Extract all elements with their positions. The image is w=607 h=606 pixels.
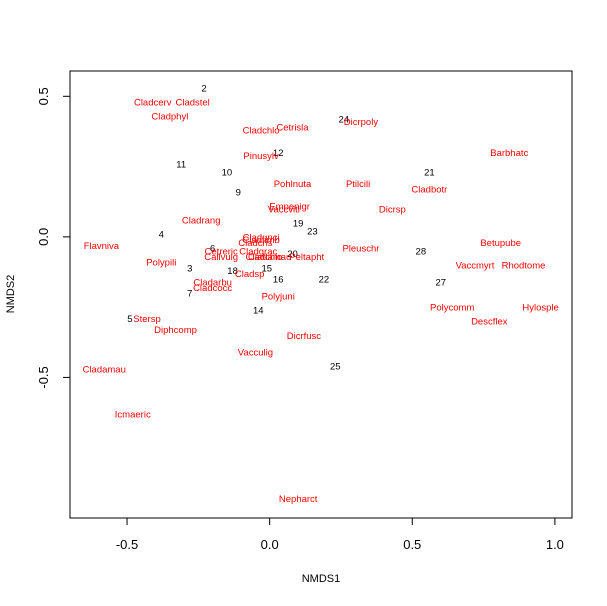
site-label: 4 bbox=[159, 230, 164, 241]
species-label: Cladcris bbox=[238, 238, 273, 249]
site-label: 9 bbox=[236, 187, 241, 198]
site-label: 21 bbox=[424, 168, 435, 179]
species-label: Cladunci bbox=[243, 232, 280, 243]
species-label: Pleuschr bbox=[342, 244, 379, 255]
species-label: Cladphyl bbox=[151, 111, 188, 122]
plot-frame bbox=[69, 70, 573, 519]
site-label: 3 bbox=[187, 263, 192, 274]
species-label: Cetrisla bbox=[276, 123, 309, 134]
x-tick-label: -0.5 bbox=[116, 537, 138, 552]
species-label: Betupube bbox=[480, 238, 521, 249]
species-label: Cladcerv bbox=[134, 97, 172, 108]
species-label: Cladamau bbox=[83, 365, 126, 376]
y-axis-label: NMDS2 bbox=[5, 275, 17, 314]
species-label: Cladarbu bbox=[193, 277, 232, 288]
species-label: Dicrpoly bbox=[344, 117, 379, 128]
species-label: Pinusylv bbox=[243, 151, 279, 162]
species-label: Cladamau bbox=[248, 252, 291, 263]
species-label: Nepharct bbox=[279, 494, 318, 505]
species-label: Hylosple bbox=[522, 303, 558, 314]
site-label: 28 bbox=[416, 246, 427, 257]
species-label: Cladrang bbox=[182, 216, 221, 227]
species-label: Peltapht bbox=[289, 252, 324, 263]
species-label: Icmaeric bbox=[115, 409, 151, 420]
y-tick-label: 0.0 bbox=[36, 228, 51, 246]
species-label: Cladbotr bbox=[411, 185, 447, 196]
site-label: 15 bbox=[262, 263, 273, 274]
species-label: Polycomm bbox=[430, 303, 474, 314]
site-label: 2 bbox=[201, 83, 206, 94]
species-label: Dicrsp bbox=[379, 204, 406, 215]
x-axis: -0.5 0.0 0.5 1.0 bbox=[116, 518, 564, 552]
species-label: Empenigr bbox=[269, 201, 310, 212]
species-label: Vacculig bbox=[238, 348, 273, 359]
site-label: 20 bbox=[287, 249, 298, 260]
species-label: Vaccmyrt bbox=[456, 260, 495, 271]
site-label: 5 bbox=[127, 314, 132, 325]
site-label: 18 bbox=[227, 266, 238, 277]
species-label: Pohlnuta bbox=[274, 179, 312, 190]
species-label: Callvulg bbox=[204, 252, 238, 263]
y-axis: -0.5 0.0 0.5 bbox=[36, 87, 70, 389]
y-tick-label: -0.5 bbox=[36, 366, 51, 388]
species-label: Cetreric bbox=[205, 246, 239, 257]
species-label: Stersp bbox=[133, 314, 160, 325]
site-label: 23 bbox=[307, 227, 318, 238]
species-label: Cladcocc bbox=[193, 283, 232, 294]
species-label: Flavniva bbox=[84, 241, 120, 252]
species-label: Ptilcili bbox=[346, 179, 370, 190]
site-label: 16 bbox=[273, 275, 284, 286]
x-tick-label: 0.5 bbox=[403, 537, 421, 552]
species-label: Cladchlo bbox=[243, 126, 280, 137]
x-tick-label: 1.0 bbox=[546, 537, 564, 552]
species-label: Cladsp bbox=[235, 269, 265, 280]
species-label: Polyjuni bbox=[262, 291, 295, 302]
site-label: 10 bbox=[222, 168, 233, 179]
species-label: Descflex bbox=[471, 317, 508, 328]
species-label: Polypili bbox=[146, 258, 176, 269]
species-label: Cladfimb bbox=[242, 235, 280, 246]
site-label: 12 bbox=[273, 148, 284, 159]
x-tick-label: 0.0 bbox=[261, 537, 279, 552]
site-label: 19 bbox=[293, 218, 304, 229]
species-label: Rhodtome bbox=[502, 260, 546, 271]
species-label: Diphcomp bbox=[154, 325, 197, 336]
site-label: 24 bbox=[339, 114, 350, 125]
site-label: 6 bbox=[210, 244, 215, 255]
species-label: Cladstel bbox=[175, 97, 209, 108]
x-axis-label: NMDS1 bbox=[302, 573, 341, 585]
site-label: 25 bbox=[330, 362, 341, 373]
species-label: Cladgrac bbox=[239, 246, 277, 257]
site-label: 7 bbox=[187, 289, 192, 300]
site-label: 22 bbox=[319, 275, 330, 286]
y-tick-label: 0.5 bbox=[36, 87, 51, 105]
species-label: Vaccviti bbox=[268, 204, 300, 215]
site-label: 14 bbox=[253, 305, 264, 316]
species-label: Barbhatc bbox=[490, 148, 528, 159]
species-label: Dicrfusc bbox=[287, 331, 322, 342]
species-label: Cladchlo bbox=[245, 252, 282, 263]
site-label: 11 bbox=[176, 159, 186, 170]
site-label: 27 bbox=[436, 277, 447, 288]
